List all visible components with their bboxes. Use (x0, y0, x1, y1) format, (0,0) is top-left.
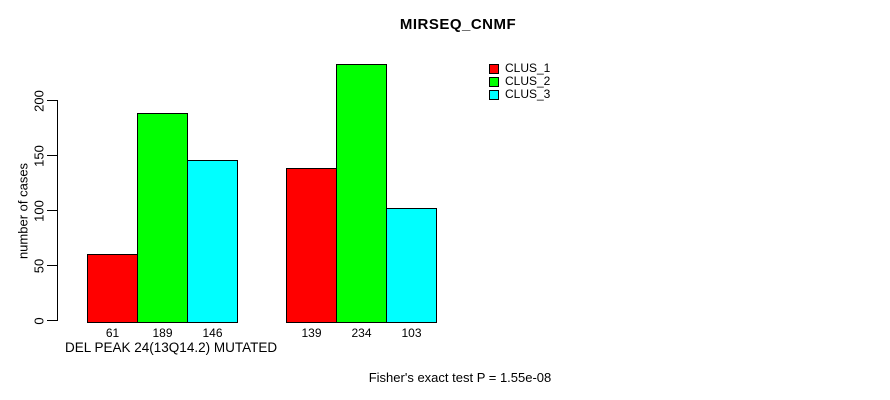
y-axis-tick-mark (46, 99, 58, 102)
bar-clus_2-group1 (137, 113, 188, 323)
y-axis-tick-mark (46, 209, 58, 212)
bar-clus_1-group1 (87, 253, 138, 323)
annotation-fisher-test: Fisher's exact test P = 1.55e-08 (368, 370, 552, 385)
legend-label: CLUS_1 (505, 61, 551, 75)
y-axis-tick-label: 200 (31, 89, 46, 112)
y-axis-tick-label: 50 (31, 258, 46, 273)
y-axis-tick-label: 150 (31, 144, 46, 167)
y-axis-tick-label: 0 (31, 316, 46, 325)
legend-label: CLUS_3 (505, 87, 551, 101)
y-axis-title: number of cases (15, 162, 31, 260)
bar-value-label: 61 (105, 326, 120, 340)
bar-value-label: 146 (202, 326, 223, 340)
y-axis-tick-mark (46, 319, 58, 322)
y-axis-tick-mark (46, 264, 58, 267)
bar-clus_1-group2 (286, 168, 337, 323)
legend-swatch-icon (489, 76, 499, 87)
bar-value-label: 234 (351, 326, 372, 340)
y-axis-tick-mark (46, 154, 58, 157)
bar-value-label: 103 (401, 326, 422, 340)
bar-clus_3-group1 (187, 160, 238, 323)
bar-clus_3-group2 (386, 207, 437, 323)
legend-swatch-icon (489, 89, 499, 100)
legend-item-clus_1: CLUS_1 (489, 62, 550, 75)
chart-title: MIRSEQ_CNMF (399, 16, 517, 33)
bar-value-label: 139 (301, 326, 322, 340)
legend: CLUS_1 CLUS_2 CLUS_3 (489, 62, 550, 101)
legend-swatch-icon (489, 63, 499, 74)
y-axis-tick-label: 100 (31, 199, 46, 222)
bar-value-label: 189 (152, 326, 173, 340)
bar-clus_2-group2 (336, 63, 387, 323)
legend-label: CLUS_2 (505, 74, 551, 88)
legend-item-clus_3: CLUS_3 (489, 88, 550, 101)
legend-item-clus_2: CLUS_2 (489, 75, 550, 88)
x-axis-title: DEL PEAK 24(13Q14.2) MUTATED (65, 340, 278, 355)
